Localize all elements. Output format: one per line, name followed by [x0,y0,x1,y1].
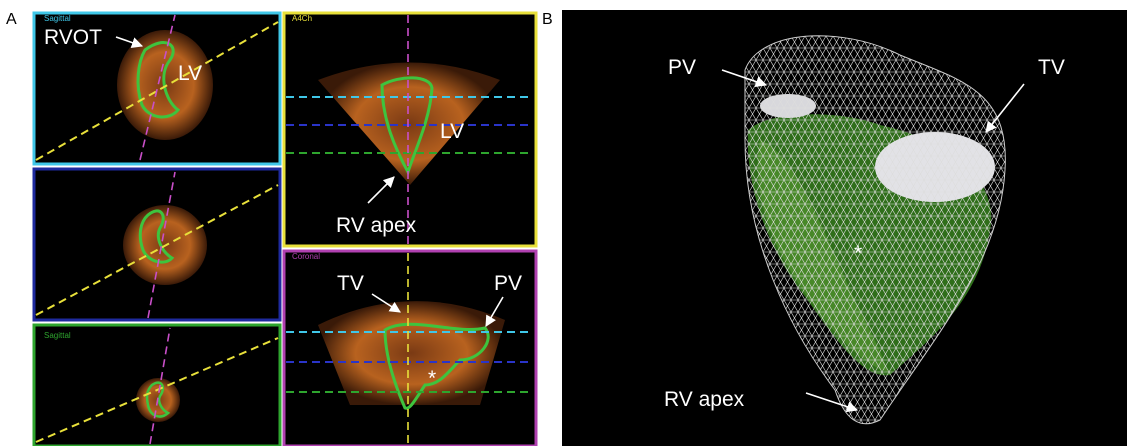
view-title: Sagittal [44,14,71,23]
annotation: RV apex [336,214,417,237]
annotation: LV [440,120,464,143]
annotation: * [428,367,436,390]
view-top-left: Sagittal RVOT LV [32,11,282,166]
annotation: LV [178,62,202,85]
annotation: PV [668,56,696,79]
annotation: TV [1038,56,1065,79]
annotation: TV [337,272,364,295]
view-title: A4Ch [292,14,312,23]
view-top-right: A4Ch LV RV apex [282,11,538,248]
view-title: Sagittal [44,331,71,340]
annotation: RV apex [664,388,745,411]
panel-label: A [6,11,17,28]
panel-label: B [542,11,553,28]
view-bottom-left: Sagittal [32,323,282,446]
model-3d: PV TV * RV apex [562,10,1127,446]
annotation: * [854,242,862,265]
annotation: RVOT [44,26,102,49]
annotation: PV [494,272,522,295]
view-bottom-right: Coronal TV PV * [282,249,538,446]
view-title: Coronal [292,252,320,261]
view-mid-left [32,167,282,322]
